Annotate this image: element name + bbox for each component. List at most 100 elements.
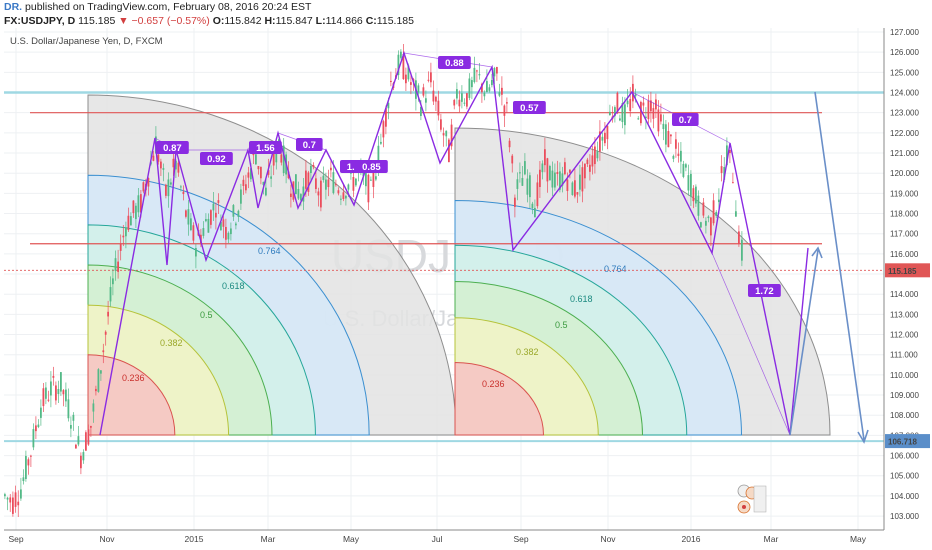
candle-body <box>35 425 37 432</box>
quote-line: FX:USDJPY, D 115.185 ▼ −0.657 (−0.57%) O… <box>4 15 414 27</box>
candle-body <box>32 429 35 448</box>
candle-body <box>680 150 682 162</box>
candle-body <box>340 198 342 200</box>
y-tick-label: 110.000 <box>890 371 919 380</box>
candle-body <box>114 258 117 271</box>
candle-body <box>692 188 695 202</box>
candle-body <box>571 182 574 196</box>
candle-body <box>390 80 392 82</box>
y-axis: 103.000104.000105.000106.000107.000108.0… <box>890 28 919 521</box>
change-value: ▼ −0.657 (−0.57%) <box>118 15 210 27</box>
candle-body <box>650 100 652 112</box>
ratio-label: 0.7 <box>679 115 692 126</box>
ratio-label: 1.56 <box>256 143 275 154</box>
candle-body <box>207 218 210 233</box>
candle-body <box>569 169 571 173</box>
candle-body <box>302 186 305 202</box>
candle-body <box>162 168 165 170</box>
fib-label: 0.5 <box>555 320 568 330</box>
candle-body <box>629 99 632 112</box>
candle-body <box>526 178 529 195</box>
candle-body <box>425 98 427 103</box>
candle-body <box>546 158 549 182</box>
candle-body <box>637 118 640 120</box>
candle-body <box>556 172 559 174</box>
candle-body <box>473 67 476 83</box>
candle-body <box>60 372 62 392</box>
candle-body <box>192 225 195 241</box>
y-tick-label: 121.000 <box>890 149 919 158</box>
candle-body <box>77 436 80 445</box>
candle-body <box>50 381 52 396</box>
candle-body <box>682 163 685 177</box>
candle-body <box>45 387 47 399</box>
candle-body <box>270 176 272 179</box>
candle-body <box>521 177 524 186</box>
ratio-label: 0.7 <box>303 140 316 151</box>
candle-body <box>165 184 167 196</box>
candle-body <box>267 170 270 175</box>
candle-body <box>741 239 743 261</box>
candle-body <box>320 180 322 208</box>
candle-body <box>135 205 137 220</box>
candle-body <box>675 139 677 149</box>
candle-body <box>25 455 27 479</box>
candle-body <box>539 169 541 188</box>
author-link[interactable]: DR. <box>4 1 23 13</box>
candle-body <box>609 111 611 116</box>
candle-body <box>347 184 350 190</box>
candle-body <box>657 109 660 132</box>
candle-body <box>217 200 220 203</box>
candle-body <box>732 182 734 184</box>
ratio-label: 0.57 <box>520 103 539 114</box>
candle-body <box>385 107 387 127</box>
x-tick-label: 2015 <box>185 534 204 544</box>
candle-body <box>30 455 32 457</box>
candle-body <box>506 102 508 104</box>
candle-body <box>712 200 715 224</box>
candle-body <box>619 118 621 121</box>
candle-body <box>310 165 312 174</box>
candle-body <box>272 152 275 166</box>
candle-body <box>100 370 102 374</box>
candle-body <box>295 174 297 195</box>
candle-body <box>544 149 546 166</box>
ratio-label: 0.85 <box>362 162 381 173</box>
candle-body <box>566 179 569 192</box>
candle-body <box>382 121 385 138</box>
candle-body <box>576 192 579 195</box>
candle-body <box>182 191 185 195</box>
candle-body <box>606 125 609 140</box>
candle-body <box>245 184 247 191</box>
y-tick-label: 119.000 <box>890 189 919 198</box>
candle-body <box>551 170 554 188</box>
candle-body <box>584 163 586 179</box>
candle-body <box>330 167 332 171</box>
candle-body <box>672 155 675 159</box>
y-tick-label: 124.000 <box>890 89 919 98</box>
candle-body <box>453 99 456 106</box>
y-tick-label: 122.000 <box>890 129 919 138</box>
ratio-label-bg <box>355 160 388 173</box>
candle-body <box>594 146 596 165</box>
fib-label: 0.382 <box>516 347 539 357</box>
candle-body <box>377 145 380 167</box>
price-tags: 115.185 106.718 <box>885 263 930 449</box>
candle-body <box>70 424 72 429</box>
candle-body <box>440 119 442 130</box>
x-tick-label: Nov <box>99 534 115 544</box>
candle-body <box>466 93 468 107</box>
candle-body <box>591 155 594 167</box>
candle-body <box>486 81 488 93</box>
candle-body <box>22 477 25 482</box>
candle-body <box>317 191 320 196</box>
candle-body <box>65 389 67 402</box>
candle-body <box>468 78 471 98</box>
close-value: 115.185 <box>376 15 414 27</box>
candle-body <box>362 171 365 177</box>
x-tick-label: Mar <box>764 534 779 544</box>
candle-body <box>72 414 75 421</box>
candle-body <box>140 194 142 213</box>
